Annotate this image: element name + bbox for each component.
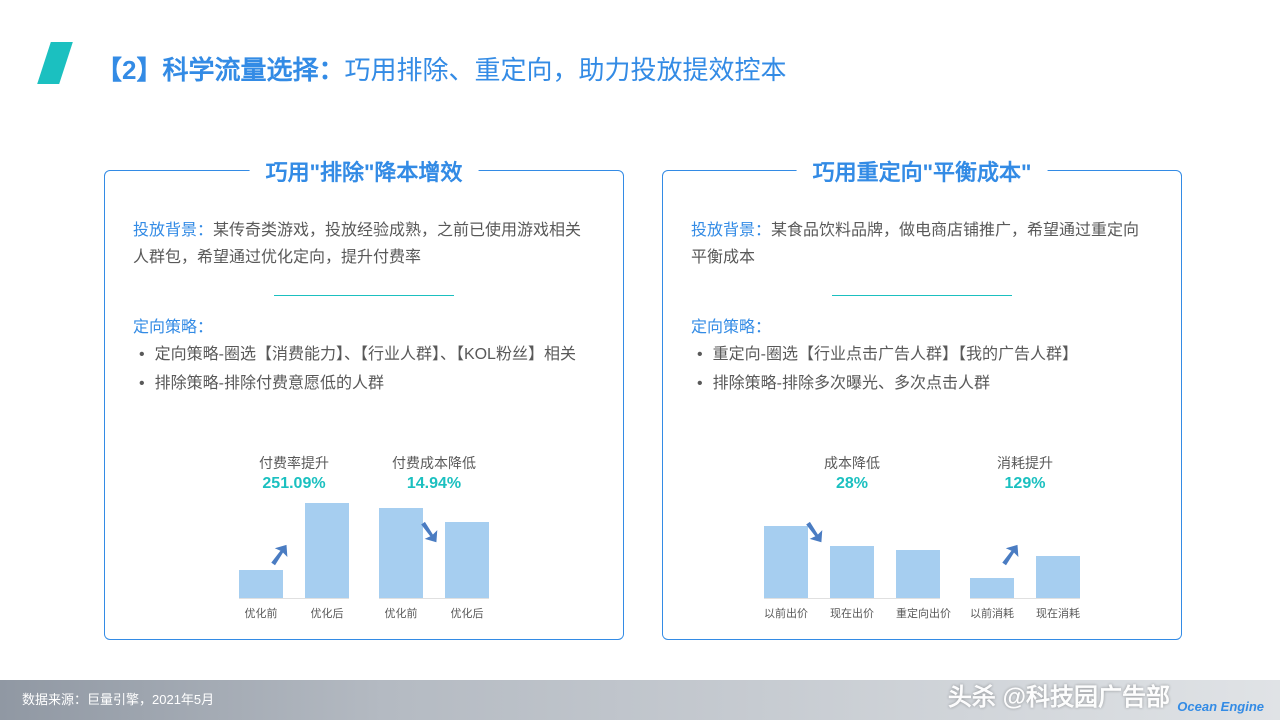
chart-title: 付费成本降低 xyxy=(379,453,489,473)
axis-label: 现在出价 xyxy=(830,605,874,621)
axis-label: 优化后 xyxy=(445,605,489,621)
mini-chart: 付费率提升 251.09% ➚ 优化前 优化后 xyxy=(239,453,349,621)
chart-title: 付费率提升 xyxy=(239,453,349,473)
charts-row: 付费率提升 251.09% ➚ 优化前 优化后 付费成本降低 14.94% ➘ 优化前 优化后 xyxy=(105,453,623,621)
charts-row: 成本降低 28% ➘ 以前出价 现在出价 重定向出价 消耗提升 129% ➚ 以前消耗 现在消耗 xyxy=(663,453,1181,621)
panel-title: 巧用重定向"平衡成本" xyxy=(797,155,1048,187)
chart-value: 129% xyxy=(970,475,1080,493)
strategy-item: 重定向-圈选【行业点击广告人群】【我的广告人群】 xyxy=(691,341,1153,370)
panel: 巧用重定向"平衡成本"投放背景：某食品饮料品牌，做电商店铺推广，希望通过重定向平… xyxy=(662,170,1182,640)
axis-label: 优化前 xyxy=(379,605,423,621)
panel: 巧用"排除"降本增效投放背景：某传奇类游戏，投放经验成熟，之前已使用游戏相关人群… xyxy=(104,170,624,640)
bar xyxy=(239,570,283,598)
axis-label: 以前出价 xyxy=(764,605,808,621)
chart-value: 251.09% xyxy=(239,475,349,493)
title-suffix: 巧用排除、重定向，助力投放提效控本 xyxy=(344,55,786,85)
bg-label: 投放背景： xyxy=(133,222,213,239)
bg-label: 投放背景： xyxy=(691,222,771,239)
title-prefix: 【2】科学流量选择： xyxy=(96,55,344,85)
bar xyxy=(379,508,423,598)
axis-label: 以前消耗 xyxy=(970,605,1014,621)
axis-labels: 以前消耗 现在消耗 xyxy=(970,605,1080,621)
arrow-up-icon: ➚ xyxy=(995,535,1026,574)
bars: ➚ xyxy=(970,499,1080,599)
bar xyxy=(1036,556,1080,598)
bar xyxy=(305,503,349,598)
strategy-label: 定向策略： xyxy=(691,313,1153,337)
axis-labels: 以前出价 现在出价 重定向出价 xyxy=(764,605,940,621)
bars: ➚ xyxy=(239,499,349,599)
arrow-up-icon: ➚ xyxy=(264,535,295,574)
bar xyxy=(764,526,808,598)
mini-chart: 成本降低 28% ➘ 以前出价 现在出价 重定向出价 xyxy=(764,453,940,621)
axis-label: 现在消耗 xyxy=(1036,605,1080,621)
accent-bar xyxy=(37,42,73,84)
chart-title: 消耗提升 xyxy=(970,453,1080,473)
mini-chart: 付费成本降低 14.94% ➘ 优化前 优化后 xyxy=(379,453,489,621)
axis-labels: 优化前 优化后 xyxy=(239,605,349,621)
bar xyxy=(970,578,1014,598)
mini-chart: 消耗提升 129% ➚ 以前消耗 现在消耗 xyxy=(970,453,1080,621)
strategy-item: 排除策略-排除付费意愿低的人群 xyxy=(133,370,595,399)
footer-source: 数据来源：巨量引擎，2021年5月 xyxy=(22,689,214,708)
bars: ➘ xyxy=(764,499,940,599)
bar xyxy=(896,550,940,598)
bar xyxy=(830,546,874,598)
divider xyxy=(691,283,1153,301)
chart-value: 14.94% xyxy=(379,475,489,493)
background-block: 投放背景：某传奇类游戏，投放经验成熟，之前已使用游戏相关人群包，希望通过优化定向… xyxy=(133,217,595,271)
axis-labels: 优化前 优化后 xyxy=(379,605,489,621)
bars: ➘ xyxy=(379,499,489,599)
background-block: 投放背景：某食品饮料品牌，做电商店铺推广，希望通过重定向平衡成本 xyxy=(691,217,1153,271)
strategy-item: 定向策略-圈选【消费能力】、【行业人群】、【KOL粉丝】相关 xyxy=(133,341,595,370)
axis-label: 优化后 xyxy=(305,605,349,621)
bar xyxy=(445,522,489,598)
chart-value: 28% xyxy=(764,475,940,493)
page-title: 【2】科学流量选择：巧用排除、重定向，助力投放提效控本 xyxy=(96,50,786,87)
logo: Ocean Engine xyxy=(1177,699,1264,714)
watermark: 头杀 @科技园广告部 xyxy=(948,677,1170,712)
strategy-list: 定向策略-圈选【消费能力】、【行业人群】、【KOL粉丝】相关排除策略-排除付费意… xyxy=(133,341,595,399)
axis-label: 优化前 xyxy=(239,605,283,621)
panels-container: 巧用"排除"降本增效投放背景：某传奇类游戏，投放经验成熟，之前已使用游戏相关人群… xyxy=(104,170,1182,640)
strategy-item: 排除策略-排除多次曝光、多次点击人群 xyxy=(691,370,1153,399)
chart-title: 成本降低 xyxy=(764,453,940,473)
axis-label: 重定向出价 xyxy=(896,605,940,621)
divider xyxy=(133,283,595,301)
panel-title: 巧用"排除"降本增效 xyxy=(250,155,479,187)
strategy-list: 重定向-圈选【行业点击广告人群】【我的广告人群】排除策略-排除多次曝光、多次点击… xyxy=(691,341,1153,399)
strategy-label: 定向策略： xyxy=(133,313,595,337)
